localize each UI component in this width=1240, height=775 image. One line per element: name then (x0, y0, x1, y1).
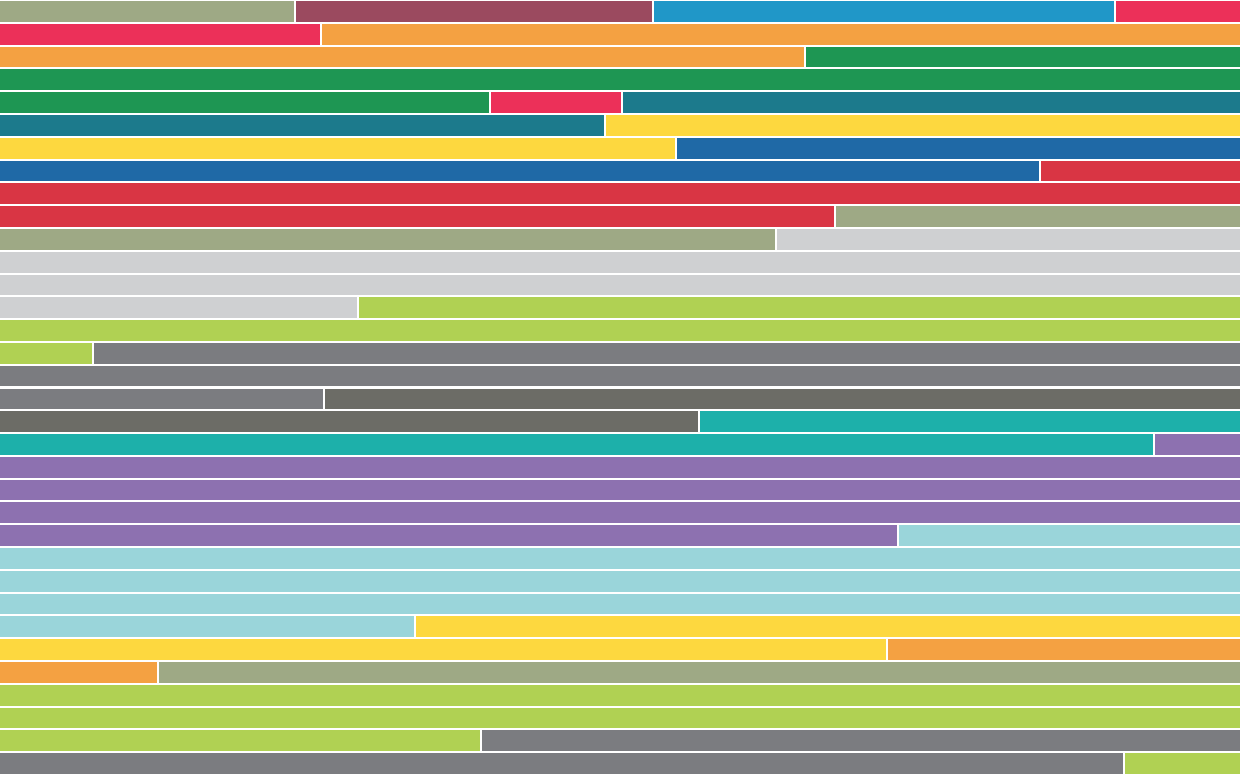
stripe-row (0, 616, 1240, 638)
stripe-row (0, 753, 1240, 774)
stripe-segment (0, 365, 1240, 387)
stripe-segment (0, 342, 92, 364)
stripe-segment (0, 206, 834, 227)
stripe-row (0, 320, 1240, 341)
stripe-row (0, 137, 1240, 159)
stripe-segment (606, 114, 1240, 136)
stripe-segment (0, 228, 776, 250)
stripe-segment (0, 434, 1153, 455)
stripe-segment (1116, 1, 1240, 22)
stripe-segment (0, 639, 887, 661)
stripe-segment (0, 46, 804, 68)
stripe-segment (0, 137, 676, 159)
stripe-segment (159, 662, 1240, 683)
stripe-row (0, 639, 1240, 661)
stripe-segment (0, 753, 1124, 774)
stripe-segment (0, 548, 1240, 569)
stripe-row (0, 707, 1240, 729)
stripe-row (0, 593, 1240, 615)
stripe-row (0, 730, 1240, 752)
stripe-segment (699, 411, 1240, 433)
stripe-segment (0, 23, 320, 45)
stripe-row (0, 114, 1240, 136)
stripe-segment (0, 1, 294, 22)
stripe-segment (0, 502, 1240, 524)
stripe-segment (94, 342, 1240, 364)
stripe-segment (415, 616, 1240, 638)
stripe-segment (623, 92, 1240, 113)
stripe-row (0, 206, 1240, 227)
stripe-row (0, 160, 1240, 182)
stripe-segment (0, 388, 323, 410)
stripe-segment (0, 320, 1240, 341)
stripe-row (0, 46, 1240, 68)
stripe-row (0, 228, 1240, 250)
stripe-segment (0, 411, 698, 433)
stripe-segment (324, 388, 1240, 410)
stripe-row (0, 684, 1240, 706)
stripe-segment (0, 662, 158, 683)
stripe-segment (482, 730, 1240, 752)
stripe-row (0, 183, 1240, 205)
stripe-segment (888, 639, 1240, 661)
stripe-segment (0, 92, 490, 113)
stripe-row (0, 92, 1240, 113)
stripe-segment (0, 707, 1240, 729)
stripe-row (0, 411, 1240, 433)
stripe-row (0, 1, 1240, 22)
stripe-segment (0, 160, 1039, 182)
stripe-row (0, 388, 1240, 410)
stripe-row (0, 274, 1240, 296)
stripe-row (0, 502, 1240, 524)
stripe-segment (0, 274, 1240, 296)
stripe-segment (0, 570, 1240, 592)
stripe-segment (654, 1, 1115, 22)
stripe-segment (321, 23, 1240, 45)
stripe-row (0, 570, 1240, 592)
stripe-segment (1040, 160, 1240, 182)
stripe-segment (0, 730, 481, 752)
stripe-row (0, 434, 1240, 455)
stripe-segment (0, 183, 1240, 205)
stripe-segment (805, 46, 1240, 68)
stripe-row (0, 662, 1240, 683)
stripe-segment (777, 228, 1240, 250)
stripe-segment (1154, 434, 1240, 455)
stripe-row (0, 342, 1240, 364)
stripe-segment (0, 69, 1240, 91)
stripe-row (0, 251, 1240, 273)
stripe-row (0, 69, 1240, 91)
stripe-row (0, 479, 1240, 501)
stripe-segment (835, 206, 1240, 227)
stripe-segment (295, 1, 653, 22)
stripe-segment (677, 137, 1240, 159)
stripe-segment (0, 593, 1240, 615)
stripe-segment (0, 616, 414, 638)
stripe-segment (0, 479, 1240, 501)
stripe-segment (491, 92, 622, 113)
stripe-row (0, 297, 1240, 319)
stripe-segment (0, 525, 898, 547)
stripe-row (0, 548, 1240, 569)
stripe-row (0, 525, 1240, 547)
stripe-segment (0, 297, 357, 319)
stripe-segment (1125, 753, 1240, 774)
stripe-segment (0, 114, 605, 136)
stripe-segment (0, 456, 1240, 478)
stripe-segment (0, 251, 1240, 273)
stripe-row (0, 23, 1240, 45)
stripe-segment (0, 684, 1240, 706)
stripe-row (0, 456, 1240, 478)
stripe-segment (899, 525, 1240, 547)
stripe-segment (358, 297, 1240, 319)
stripe-row (0, 365, 1240, 387)
